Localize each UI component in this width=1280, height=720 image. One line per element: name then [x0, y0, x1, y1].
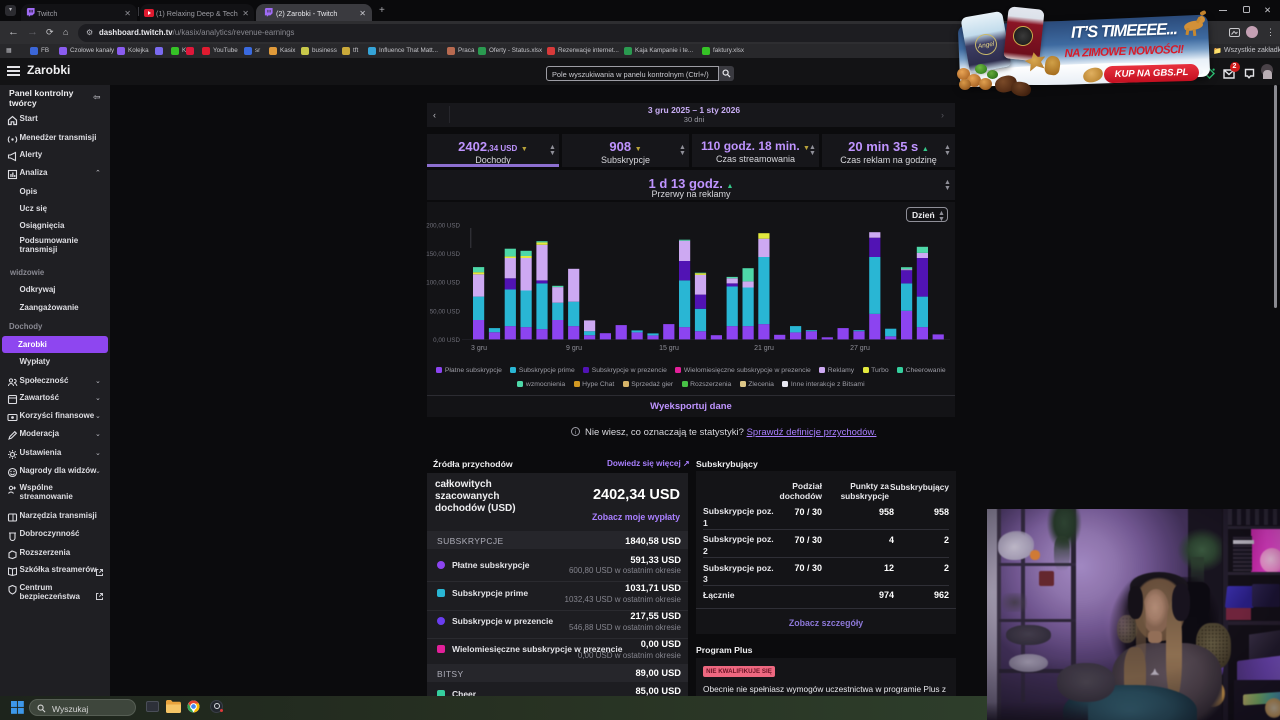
svg-text:200,00 USD: 200,00 USD	[426, 223, 460, 230]
svg-text:0,00 USD: 0,00 USD	[433, 337, 460, 344]
svg-text:150,00 USD: 150,00 USD	[426, 251, 460, 258]
svg-text:9 gru: 9 gru	[566, 345, 582, 352]
svg-text:50,00 USD: 50,00 USD	[430, 308, 461, 315]
svg-text:3 gru: 3 gru	[471, 345, 487, 352]
svg-text:27 gru: 27 gru	[850, 345, 870, 352]
svg-text:100,00 USD: 100,00 USD	[426, 280, 460, 287]
svg-text:21 gru: 21 gru	[754, 345, 774, 352]
svg-text:15 gru: 15 gru	[659, 345, 679, 352]
